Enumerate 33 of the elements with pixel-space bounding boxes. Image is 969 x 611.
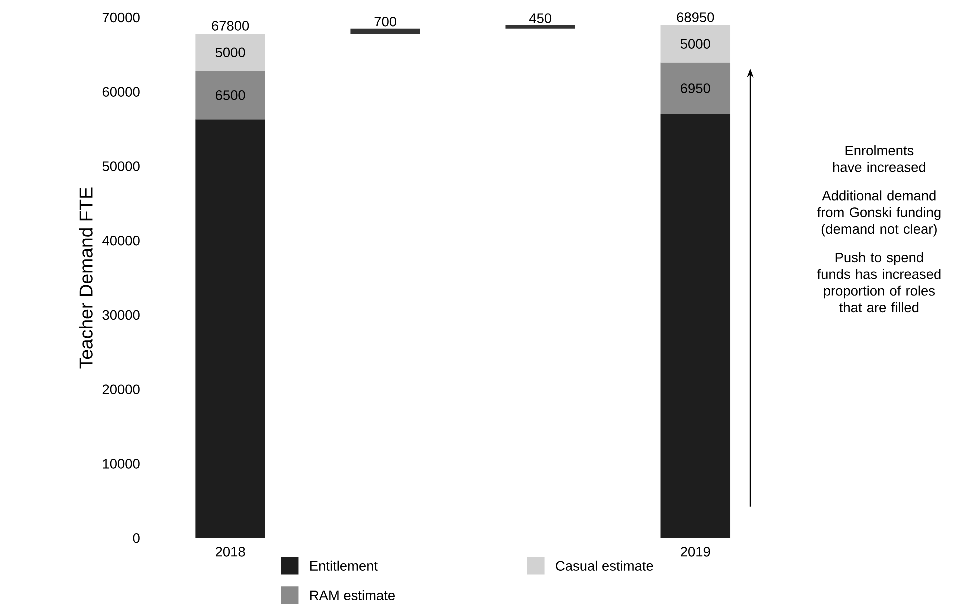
bar — [506, 25, 576, 29]
y-tick-label: 10000 — [103, 459, 140, 469]
y-tick-label: 30000 — [102, 310, 140, 320]
bar — [196, 71, 266, 120]
x-tick-label: 2019 — [681, 546, 710, 557]
legend-label: Casual estimate — [556, 560, 654, 571]
legend-label: RAM estimate — [310, 590, 395, 600]
bar — [660, 62, 731, 114]
y-tick-label: 70000 — [102, 12, 140, 22]
y-tick-label: 40000 — [102, 236, 140, 246]
text: Additional demand from Gonski funding (demand not clear) — [817, 190, 941, 237]
data-label: 5000 — [680, 39, 710, 49]
data-label: 6950 — [681, 84, 710, 94]
data-label: 700 — [374, 16, 397, 27]
total-label: 68950 — [677, 12, 714, 22]
y-tick-label: 0 — [133, 533, 140, 544]
bar — [350, 28, 420, 34]
x-tick-label: 2018 — [216, 546, 246, 557]
data-label: 6500 — [216, 90, 246, 100]
text: Push to spend funds has increased proportion of roles that are filled — [817, 252, 941, 312]
total-label: 67800 — [212, 21, 250, 31]
bar — [660, 114, 731, 538]
y-axis-title: Teacher Demand FTE — [79, 188, 93, 369]
text: Enrolments have increased — [833, 145, 926, 172]
y-tick-label: 60000 — [102, 87, 140, 97]
data-label: 5000 — [216, 48, 246, 58]
legend-label: Entitlement — [310, 560, 378, 571]
data-label: 450 — [529, 14, 552, 24]
bar — [196, 34, 266, 72]
y-tick-label: 50000 — [102, 161, 140, 172]
bar — [660, 25, 731, 63]
y-tick-label: 20000 — [102, 384, 140, 394]
bar — [196, 120, 266, 538]
